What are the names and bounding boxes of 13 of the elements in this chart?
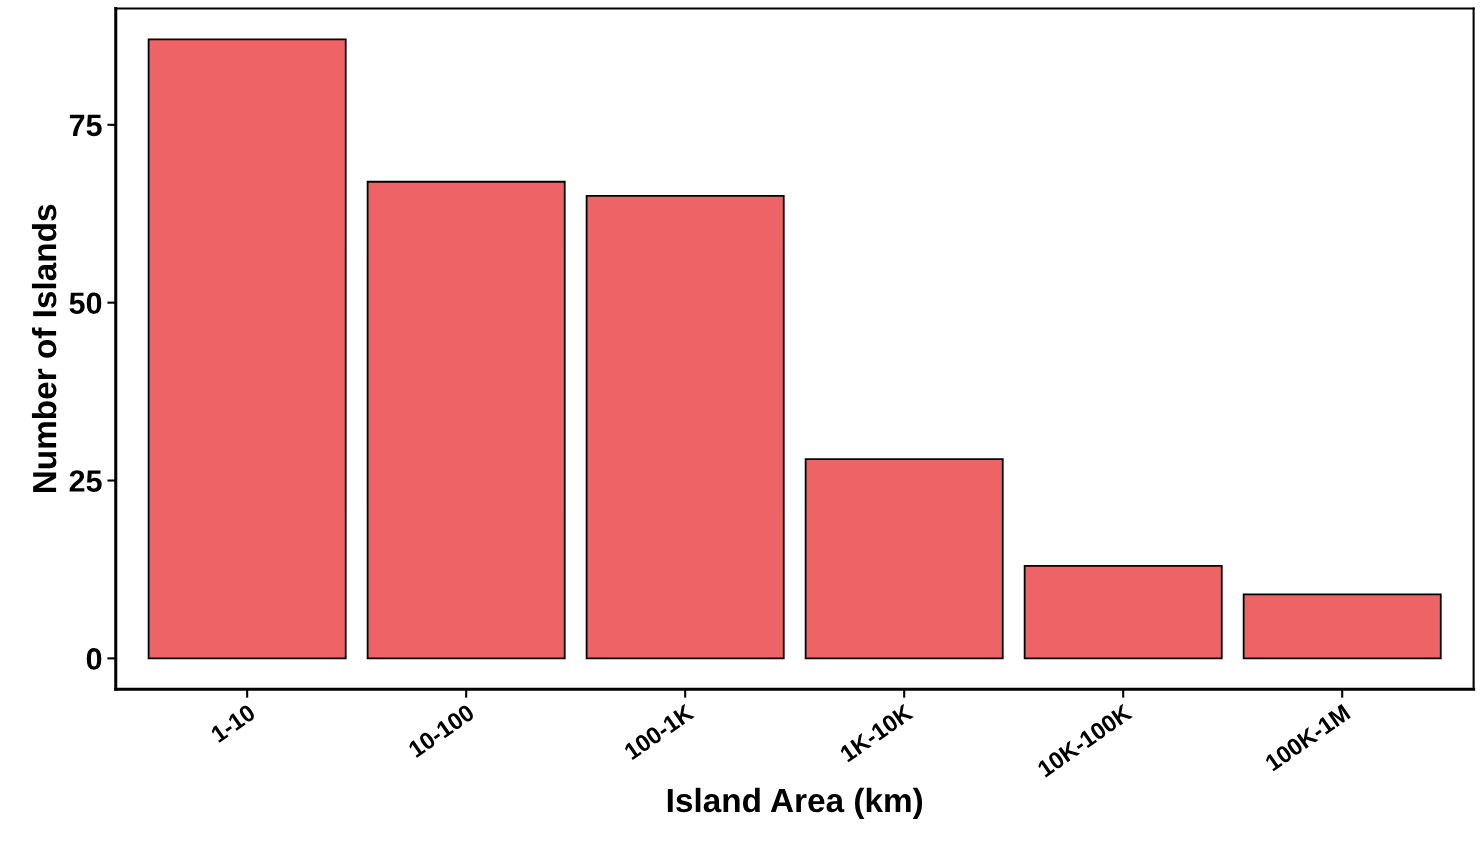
x-tick-label: 1-10 <box>210 703 257 743</box>
bar <box>804 458 1004 660</box>
y-tick-label: 50 <box>69 292 102 315</box>
y-axis-title: Number of Islands <box>31 204 57 493</box>
bar <box>585 195 785 660</box>
y-tick-label: 75 <box>69 114 102 137</box>
bar <box>1242 593 1442 660</box>
y-tick-label: 25 <box>69 470 102 492</box>
x-axis-title: Island Area (km) <box>667 787 923 819</box>
bar <box>147 38 347 660</box>
y-tick-label: 0 <box>86 648 102 670</box>
bar <box>366 180 566 660</box>
bar <box>1023 564 1223 660</box>
